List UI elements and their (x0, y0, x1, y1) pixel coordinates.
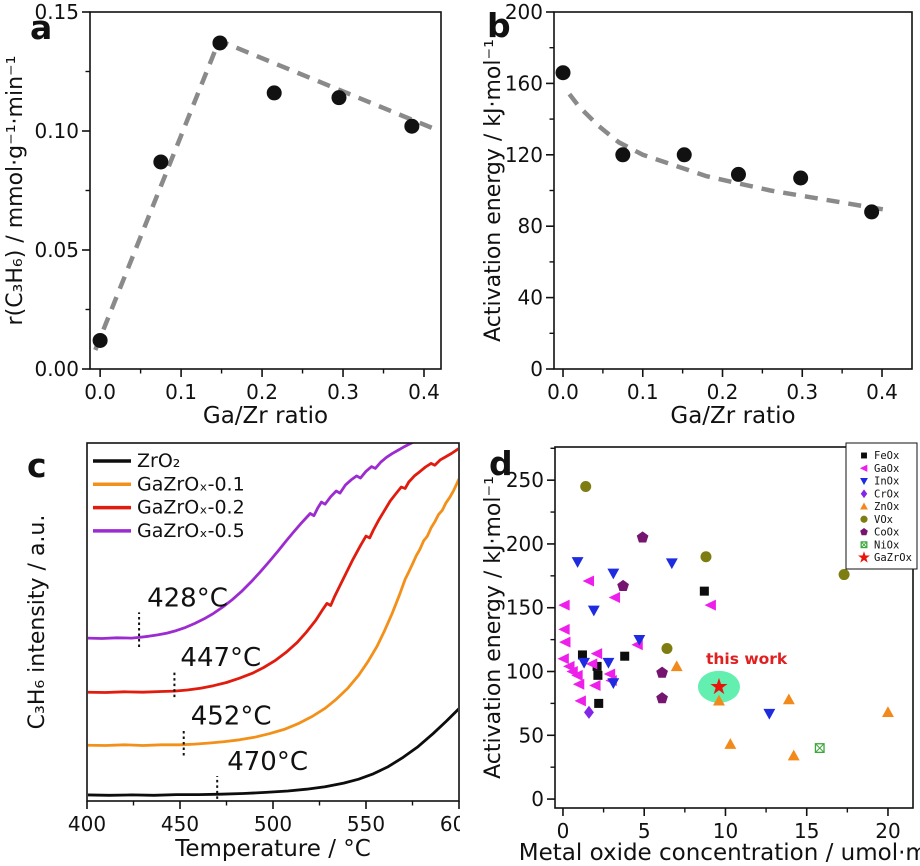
series-r(C3H6) (92, 35, 420, 348)
series-GaZrOx (710, 677, 728, 695)
svg-text:0.2: 0.2 (246, 380, 278, 404)
svg-text:250: 250 (506, 468, 544, 492)
svg-text:0.10: 0.10 (34, 119, 79, 143)
svg-text:5: 5 (638, 819, 651, 843)
svg-text:40: 40 (518, 286, 543, 310)
panel-letter-d: d (489, 444, 513, 483)
series-GaZrOₓ-0.1 (88, 478, 458, 747)
trend-line (567, 92, 888, 213)
y-axis-label: Activation energy / kJ·mol⁻¹ (481, 476, 506, 779)
legend-label: ZrO₂ (137, 450, 180, 472)
series-FeOx (577, 586, 709, 708)
text-annotation: this work (706, 650, 788, 668)
svg-text:0.00: 0.00 (34, 357, 79, 381)
legend-label: GaZrOx (874, 552, 912, 564)
axes: 0.0 0.1 0.2 0.3 0.4 0 40 80 120 160 200 (505, 0, 898, 404)
svg-text:0.2: 0.2 (707, 380, 739, 404)
x-axis-label: Ga/Zr ratio (670, 403, 795, 429)
x-axis-label: Temperature / °C (174, 836, 371, 862)
legend-label: InOx (874, 476, 899, 488)
svg-text:0.05: 0.05 (34, 238, 79, 262)
series-CoOx (617, 531, 668, 704)
annotation-label: 447°C (180, 643, 261, 673)
x-axis-label: Metal oxide concentration / umol·m⁻² (519, 840, 920, 866)
svg-text:80: 80 (518, 214, 543, 238)
svg-text:0.15: 0.15 (34, 0, 79, 24)
series-NiOx (814, 743, 825, 753)
svg-text:200: 200 (505, 0, 543, 24)
plot-border (89, 11, 442, 370)
legend-label: GaOx (874, 463, 899, 475)
svg-text:0: 0 (531, 787, 544, 811)
svg-text:400: 400 (68, 812, 106, 836)
legend-label: GaZrOₓ-0.1 (137, 473, 245, 495)
y-axis-label: C₃H₆ intensity / a.u. (25, 515, 50, 730)
svg-text:0.4: 0.4 (408, 380, 440, 404)
panel-letter-b: b (487, 6, 511, 45)
x-axis-label: Ga/Zr ratio (203, 403, 328, 429)
svg-text:100: 100 (506, 660, 544, 684)
svg-text:600: 600 (440, 812, 460, 836)
svg-text:0: 0 (530, 357, 543, 381)
series-Ea (555, 65, 880, 220)
trend-line (93, 37, 435, 351)
chart-rate-vs-ga-zr-ratio: 0.0 0.1 0.2 0.3 0.4 0.00 0.05 0.10 0.15 Ga/Zr rat… (3, 0, 442, 429)
series-GaZrOₓ-0.2 (88, 447, 458, 694)
svg-text:10: 10 (713, 819, 738, 843)
panel-letter-c: c (27, 446, 47, 485)
svg-text:0.1: 0.1 (165, 380, 197, 404)
svg-text:0.1: 0.1 (627, 380, 659, 404)
svg-text:550: 550 (347, 812, 385, 836)
svg-text:20: 20 (875, 819, 900, 843)
plot-border (554, 446, 914, 809)
y-axis-label: Activation energy / kJ·mol⁻¹ (481, 39, 506, 342)
svg-text:0.0: 0.0 (547, 380, 579, 404)
svg-text:50: 50 (519, 723, 544, 747)
svg-text:160: 160 (505, 71, 543, 95)
annotation-label: 470°C (227, 747, 308, 777)
legend-label: CoOx (874, 527, 899, 539)
series-InOx (571, 557, 776, 720)
svg-text:120: 120 (505, 143, 543, 167)
svg-text:200: 200 (506, 532, 544, 556)
series-VOx (580, 481, 850, 655)
legend-label: GaZrOₓ-0.2 (137, 497, 245, 519)
panel-letter-a: a (30, 8, 53, 47)
svg-text:0.4: 0.4 (866, 380, 898, 404)
annotation-label: 428°C (147, 583, 228, 613)
svg-text:500: 500 (254, 812, 292, 836)
chart-activation-energy-vs-ga-zr-ratio: 0.0 0.1 0.2 0.3 0.4 0 40 80 120 160 200 Ga/Zr ratio… (481, 0, 913, 429)
plot-border (553, 11, 913, 370)
legend-label: FeOx (874, 450, 899, 462)
legend-label: NiOx (874, 539, 899, 551)
svg-text:0: 0 (557, 819, 570, 843)
legend-label: GaZrOₓ-0.5 (137, 520, 245, 542)
annotation-label: 452°C (191, 701, 272, 731)
axes: 400 450 500 550 600 (68, 801, 460, 836)
legend-label: ZnOx (874, 501, 899, 513)
svg-text:15: 15 (794, 819, 819, 843)
svg-text:450: 450 (161, 812, 199, 836)
axes: 0.0 0.1 0.2 0.3 0.4 0.00 0.05 0.10 0.15 (34, 0, 439, 404)
series-GaZrOₓ-0.5 (88, 443, 415, 640)
svg-text:0.3: 0.3 (327, 380, 359, 404)
chart-c3h6-intensity-vs-temperature: 428°C 447°C 452°C 470°C 400 450 500 550 600 Tempe… (25, 442, 460, 862)
series-GaOx (557, 575, 716, 707)
y-axis-label: r(C₃H₆) / mmol·g⁻¹·min⁻¹ (3, 56, 28, 326)
legend-label: CrOx (874, 488, 899, 500)
legend-label: VOx (874, 514, 893, 526)
series-CrOx (584, 705, 594, 719)
svg-text:150: 150 (506, 596, 544, 620)
svg-text:0.3: 0.3 (786, 380, 818, 404)
series-ZrO₂ (88, 707, 458, 797)
svg-text:0.0: 0.0 (84, 380, 116, 404)
series-ZnOx (670, 660, 894, 761)
